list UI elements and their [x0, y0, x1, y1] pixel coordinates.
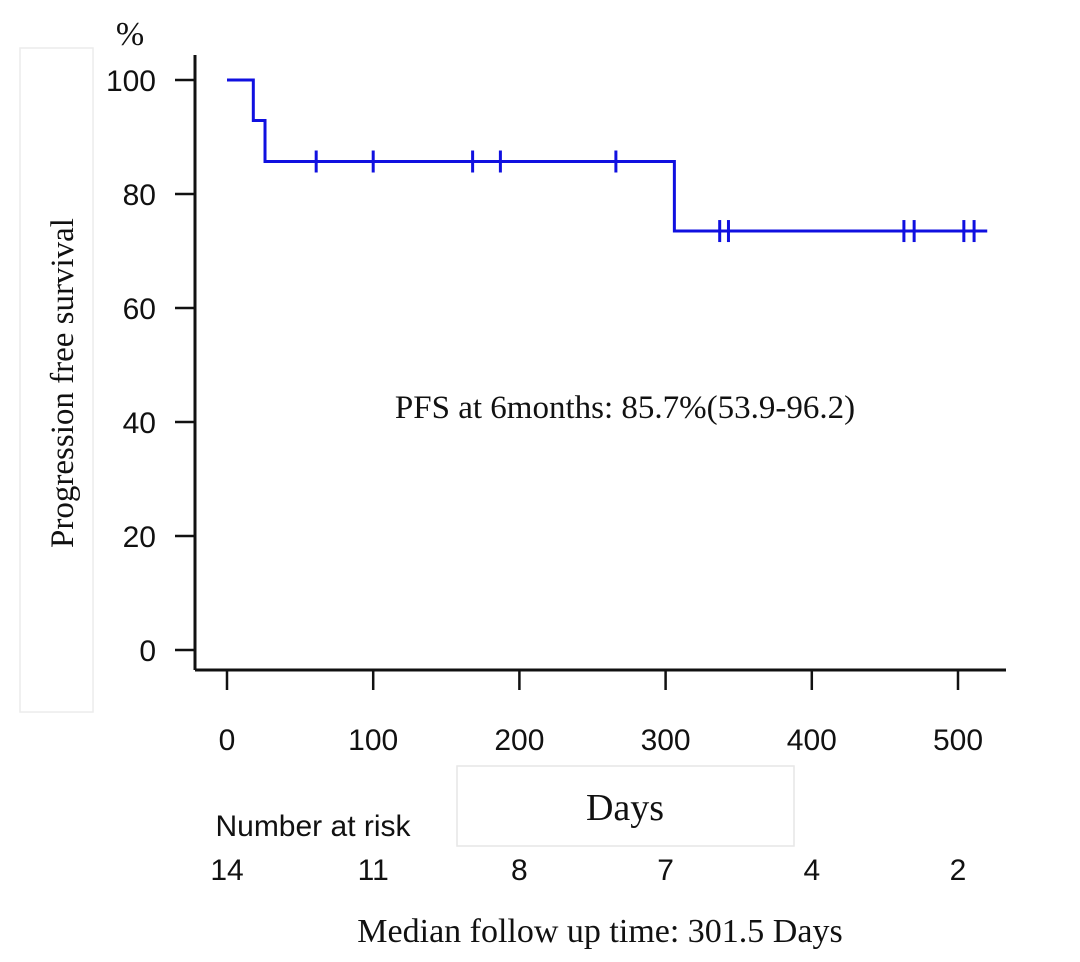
risk-value: 8	[511, 854, 528, 887]
y-tick-label: 0	[139, 635, 156, 668]
y-tick-label: 80	[123, 179, 156, 212]
risk-table-values: 14 11 8 7 4 2	[210, 854, 966, 887]
risk-table-label: Number at risk	[215, 810, 411, 843]
x-tick-label: 100	[348, 724, 398, 757]
y-unit-label: %	[116, 16, 144, 53]
risk-value: 2	[950, 854, 967, 887]
y-axis-title: Progression free survival	[45, 218, 81, 548]
x-axis-title: Days	[586, 787, 664, 829]
pfs-annotation: PFS at 6months: 85.7%(53.9-96.2)	[395, 390, 855, 426]
x-tick-label: 400	[787, 724, 837, 757]
x-ticks: 0 100 200 300 400 500	[219, 670, 983, 757]
x-tick-label: 200	[494, 724, 544, 757]
censor-marks	[314, 150, 976, 243]
x-tick-label: 300	[641, 724, 691, 757]
y-tick-label: 40	[123, 407, 156, 440]
y-tick-label: 20	[123, 521, 156, 554]
x-tick-label: 500	[933, 724, 983, 757]
risk-value: 7	[657, 854, 674, 887]
y-tick-label: 100	[106, 65, 156, 98]
x-tick-label: 0	[219, 724, 236, 757]
risk-value: 11	[358, 854, 389, 887]
y-tick-label: 60	[123, 293, 156, 326]
y-ticks: 0 20 40 60 80 100	[106, 65, 195, 668]
km-curve-line	[227, 78, 988, 233]
risk-value: 4	[803, 854, 820, 887]
risk-value: 14	[210, 854, 243, 887]
median-followup-note: Median follow up time: 301.5 Days	[357, 913, 842, 950]
xlabel-box	[456, 765, 795, 847]
ylabel-box	[19, 47, 94, 713]
